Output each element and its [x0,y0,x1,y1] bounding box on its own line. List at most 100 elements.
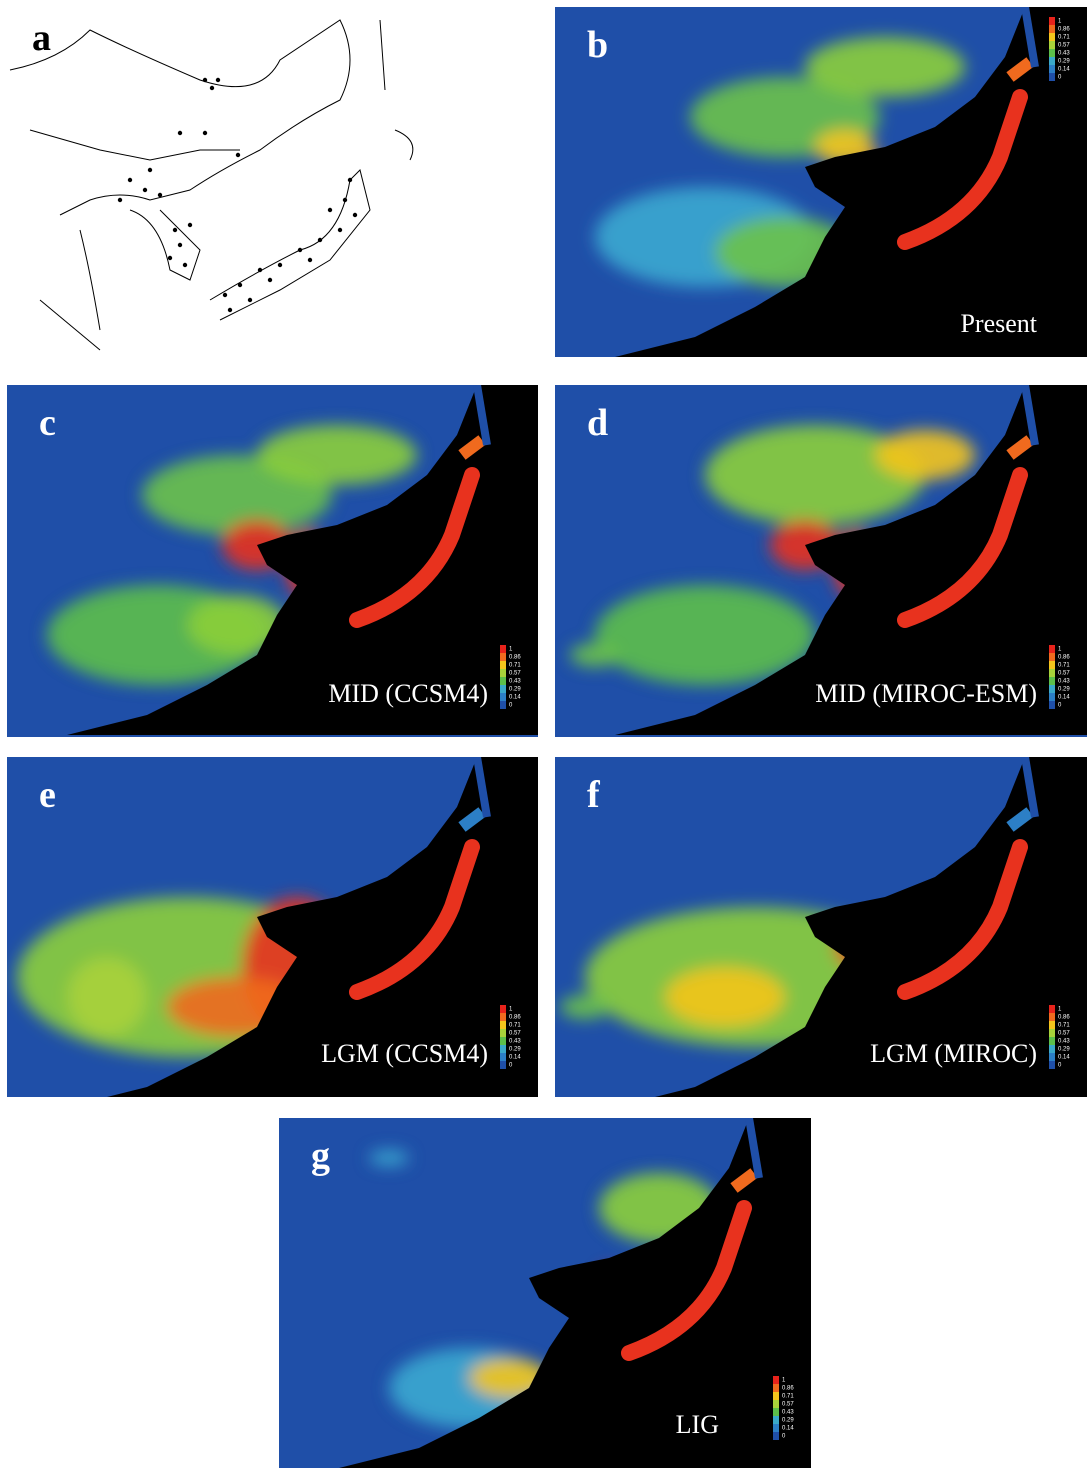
legend-tick: 0.29 [1058,59,1070,65]
suitability-area [570,643,620,667]
suitability-area [560,995,610,1019]
coastline [30,130,240,160]
legend-swatch [1049,33,1055,41]
sample-site [203,131,207,135]
sample-site [228,308,232,312]
legend-swatch [1049,1005,1055,1013]
sample-site [268,278,272,282]
legend-tick: 0.86 [509,655,521,661]
sample-site [338,228,342,232]
legend-tick: 0.14 [1058,1055,1070,1061]
legend-swatch [500,645,506,653]
legend-swatch [1049,1061,1055,1069]
legend-tick: 0.71 [1058,1023,1070,1029]
legend-tick: 0.86 [509,1015,521,1021]
legend-tick: 0.86 [1058,1015,1070,1021]
legend-tick: 0.14 [782,1426,794,1432]
legend-swatch [500,1045,506,1053]
legend-swatch [773,1424,779,1432]
legend-tick: 0.71 [782,1394,794,1400]
sample-site [173,228,177,232]
legend-tick: 0.29 [782,1418,794,1424]
legend-swatch [773,1376,779,1384]
coastline [130,210,200,280]
legend-swatch [1049,41,1055,49]
legend-tick: 0.57 [509,1031,521,1037]
legend-tick: 0.43 [1058,1039,1070,1045]
sample-site [148,168,152,172]
legend-swatch [1049,65,1055,73]
legend-swatch [500,685,506,693]
map-panel: dMID (MIROC-ESM)10.860.710.570.430.290.1… [555,385,1087,737]
panel-label: MID (CCSM4) [328,679,488,708]
panel-label: MID (MIROC-ESM) [815,679,1037,708]
legend-swatch [773,1432,779,1440]
legend-swatch [1049,661,1055,669]
sample-site [118,198,122,202]
legend-swatch [1049,49,1055,57]
legend-swatch [773,1392,779,1400]
panel-letter: c [39,402,56,444]
sample-site [128,178,132,182]
legend-tick: 0.71 [1058,663,1070,669]
legend-swatch [1049,1045,1055,1053]
map-panel: gLIG10.860.710.570.430.290.140 [279,1118,811,1468]
suitability-area [805,37,965,97]
legend-swatch [500,1005,506,1013]
map: fLGM (MIROC)10.860.710.570.430.290.140 [555,757,1087,1097]
legend-swatch [1049,685,1055,693]
legend-tick: 0.14 [1058,67,1070,73]
panel-label: Present [960,309,1037,338]
legend-swatch [1049,669,1055,677]
legend-tick: 0.71 [1058,35,1070,41]
legend-swatch [1049,645,1055,653]
sample-site [248,298,252,302]
legend-tick: 0.71 [509,663,521,669]
legend-swatch [773,1384,779,1392]
panel-letter: e [39,774,56,816]
map-panel: cMID (CCSM4)10.860.710.570.430.290.140 [7,385,538,737]
suitability-area [369,1150,409,1166]
legend-tick: 0.86 [1058,27,1070,33]
legend-tick: 0.86 [782,1386,794,1392]
legend-swatch [1049,1029,1055,1037]
sample-site [343,198,347,202]
legend-swatch [773,1416,779,1424]
legend-tick: 0.29 [1058,1047,1070,1053]
panel-letter: b [587,24,608,66]
map-panel: a [0,0,540,358]
legend-swatch [1049,25,1055,33]
legend-swatch [1049,677,1055,685]
legend-tick: 0.29 [1058,687,1070,693]
panel-label: LGM (MIROC) [870,1039,1037,1068]
sample-site [203,78,207,82]
legend-tick: 0.29 [509,1047,521,1053]
legend-swatch [1049,701,1055,709]
legend-swatch [500,661,506,669]
legend-tick: 0.57 [509,671,521,677]
legend-tick: 0.71 [509,1023,521,1029]
legend-swatch [500,1061,506,1069]
legend-swatch [500,701,506,709]
legend-swatch [1049,17,1055,25]
sample-site [158,193,162,197]
legend-swatch [1049,57,1055,65]
sample-site [348,178,352,182]
legend-swatch [500,1021,506,1029]
sample-site [353,213,357,217]
sample-site [178,131,182,135]
sample-site [278,263,282,267]
legend-swatch [500,1037,506,1045]
legend-tick: 0.43 [782,1410,794,1416]
legend-swatch [1049,1037,1055,1045]
coastline [380,20,413,160]
legend-tick: 0.14 [509,695,521,701]
sample-site [298,248,302,252]
panel-letter: f [587,774,601,816]
sample-site [188,223,192,227]
